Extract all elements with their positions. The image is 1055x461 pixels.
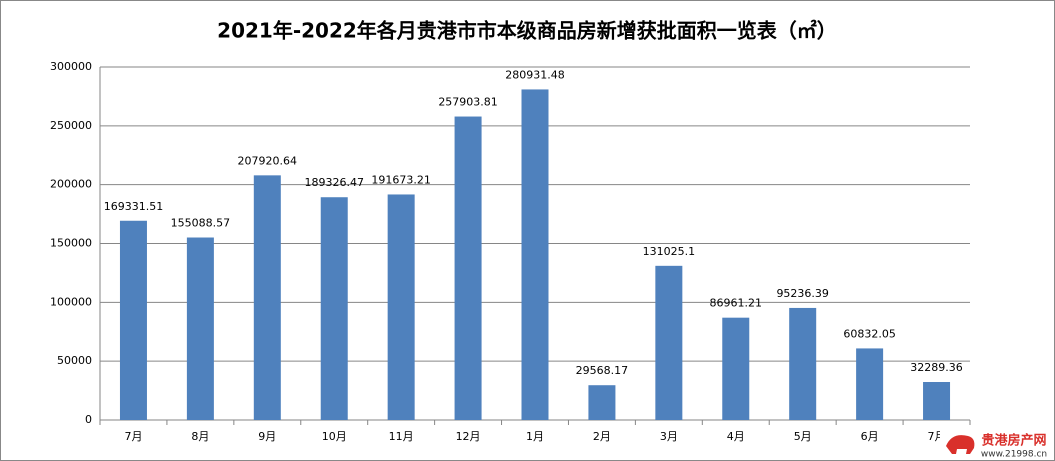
- data-label: 86961.21: [710, 297, 763, 310]
- y-tick-label: 50000: [57, 354, 92, 367]
- data-label: 189326.47: [304, 176, 364, 189]
- data-label: 32289.36: [910, 361, 963, 374]
- y-tick-label: 0: [85, 413, 92, 426]
- data-label: 60832.05: [843, 327, 896, 340]
- y-tick-label: 100000: [50, 295, 92, 308]
- x-tick-label: 11月: [389, 430, 414, 443]
- data-label: 169331.51: [104, 200, 164, 213]
- data-label: 191673.21: [371, 173, 431, 186]
- bar: [253, 175, 281, 420]
- bar: [655, 265, 683, 420]
- x-tick-label: 1月: [526, 430, 544, 443]
- x-tick-label: 5月: [794, 430, 812, 443]
- logo-name: 贵港房产网: [981, 433, 1046, 449]
- bar: [856, 348, 884, 420]
- logo: 贵港房产网 www.21998.cn: [940, 428, 1052, 460]
- y-tick-label: 150000: [50, 237, 92, 250]
- x-tick-label: 3月: [660, 430, 678, 443]
- x-tick-label: 12月: [456, 430, 481, 443]
- x-tick-label: 10月: [322, 430, 347, 443]
- x-tick-label: 2月: [593, 430, 611, 443]
- y-tick-label: 200000: [50, 178, 92, 191]
- data-label: 155088.57: [171, 217, 231, 230]
- x-tick-label: 7月: [124, 430, 142, 443]
- x-tick-label: 9月: [258, 430, 276, 443]
- data-label: 207920.64: [238, 154, 298, 167]
- chart-title: 2021年-2022年各月贵港市市本级商品房新增获批面积一览表（㎡）: [217, 19, 837, 43]
- data-label: 29568.17: [576, 364, 629, 377]
- bar: [923, 382, 951, 420]
- data-label: 257903.81: [438, 96, 498, 109]
- bar: [454, 116, 482, 421]
- y-tick-label: 300000: [50, 60, 92, 73]
- bar: [722, 317, 750, 420]
- bar: [320, 197, 348, 420]
- y-tick-label: 250000: [50, 119, 92, 132]
- data-label: 95236.39: [776, 287, 829, 300]
- bar: [789, 307, 817, 420]
- logo-icon: [946, 435, 975, 454]
- x-tick-label: 4月: [727, 430, 745, 443]
- x-tick-label: 8月: [191, 430, 209, 443]
- bar: [119, 220, 147, 420]
- data-label: 280931.48: [505, 68, 565, 81]
- x-tick-label: 6月: [861, 430, 879, 443]
- bar: [588, 385, 616, 420]
- bar: [186, 237, 214, 420]
- logo-url: www.21998.cn: [981, 450, 1047, 460]
- data-label: 131025.1: [643, 245, 696, 258]
- bar: [521, 89, 549, 421]
- bar: [387, 194, 415, 420]
